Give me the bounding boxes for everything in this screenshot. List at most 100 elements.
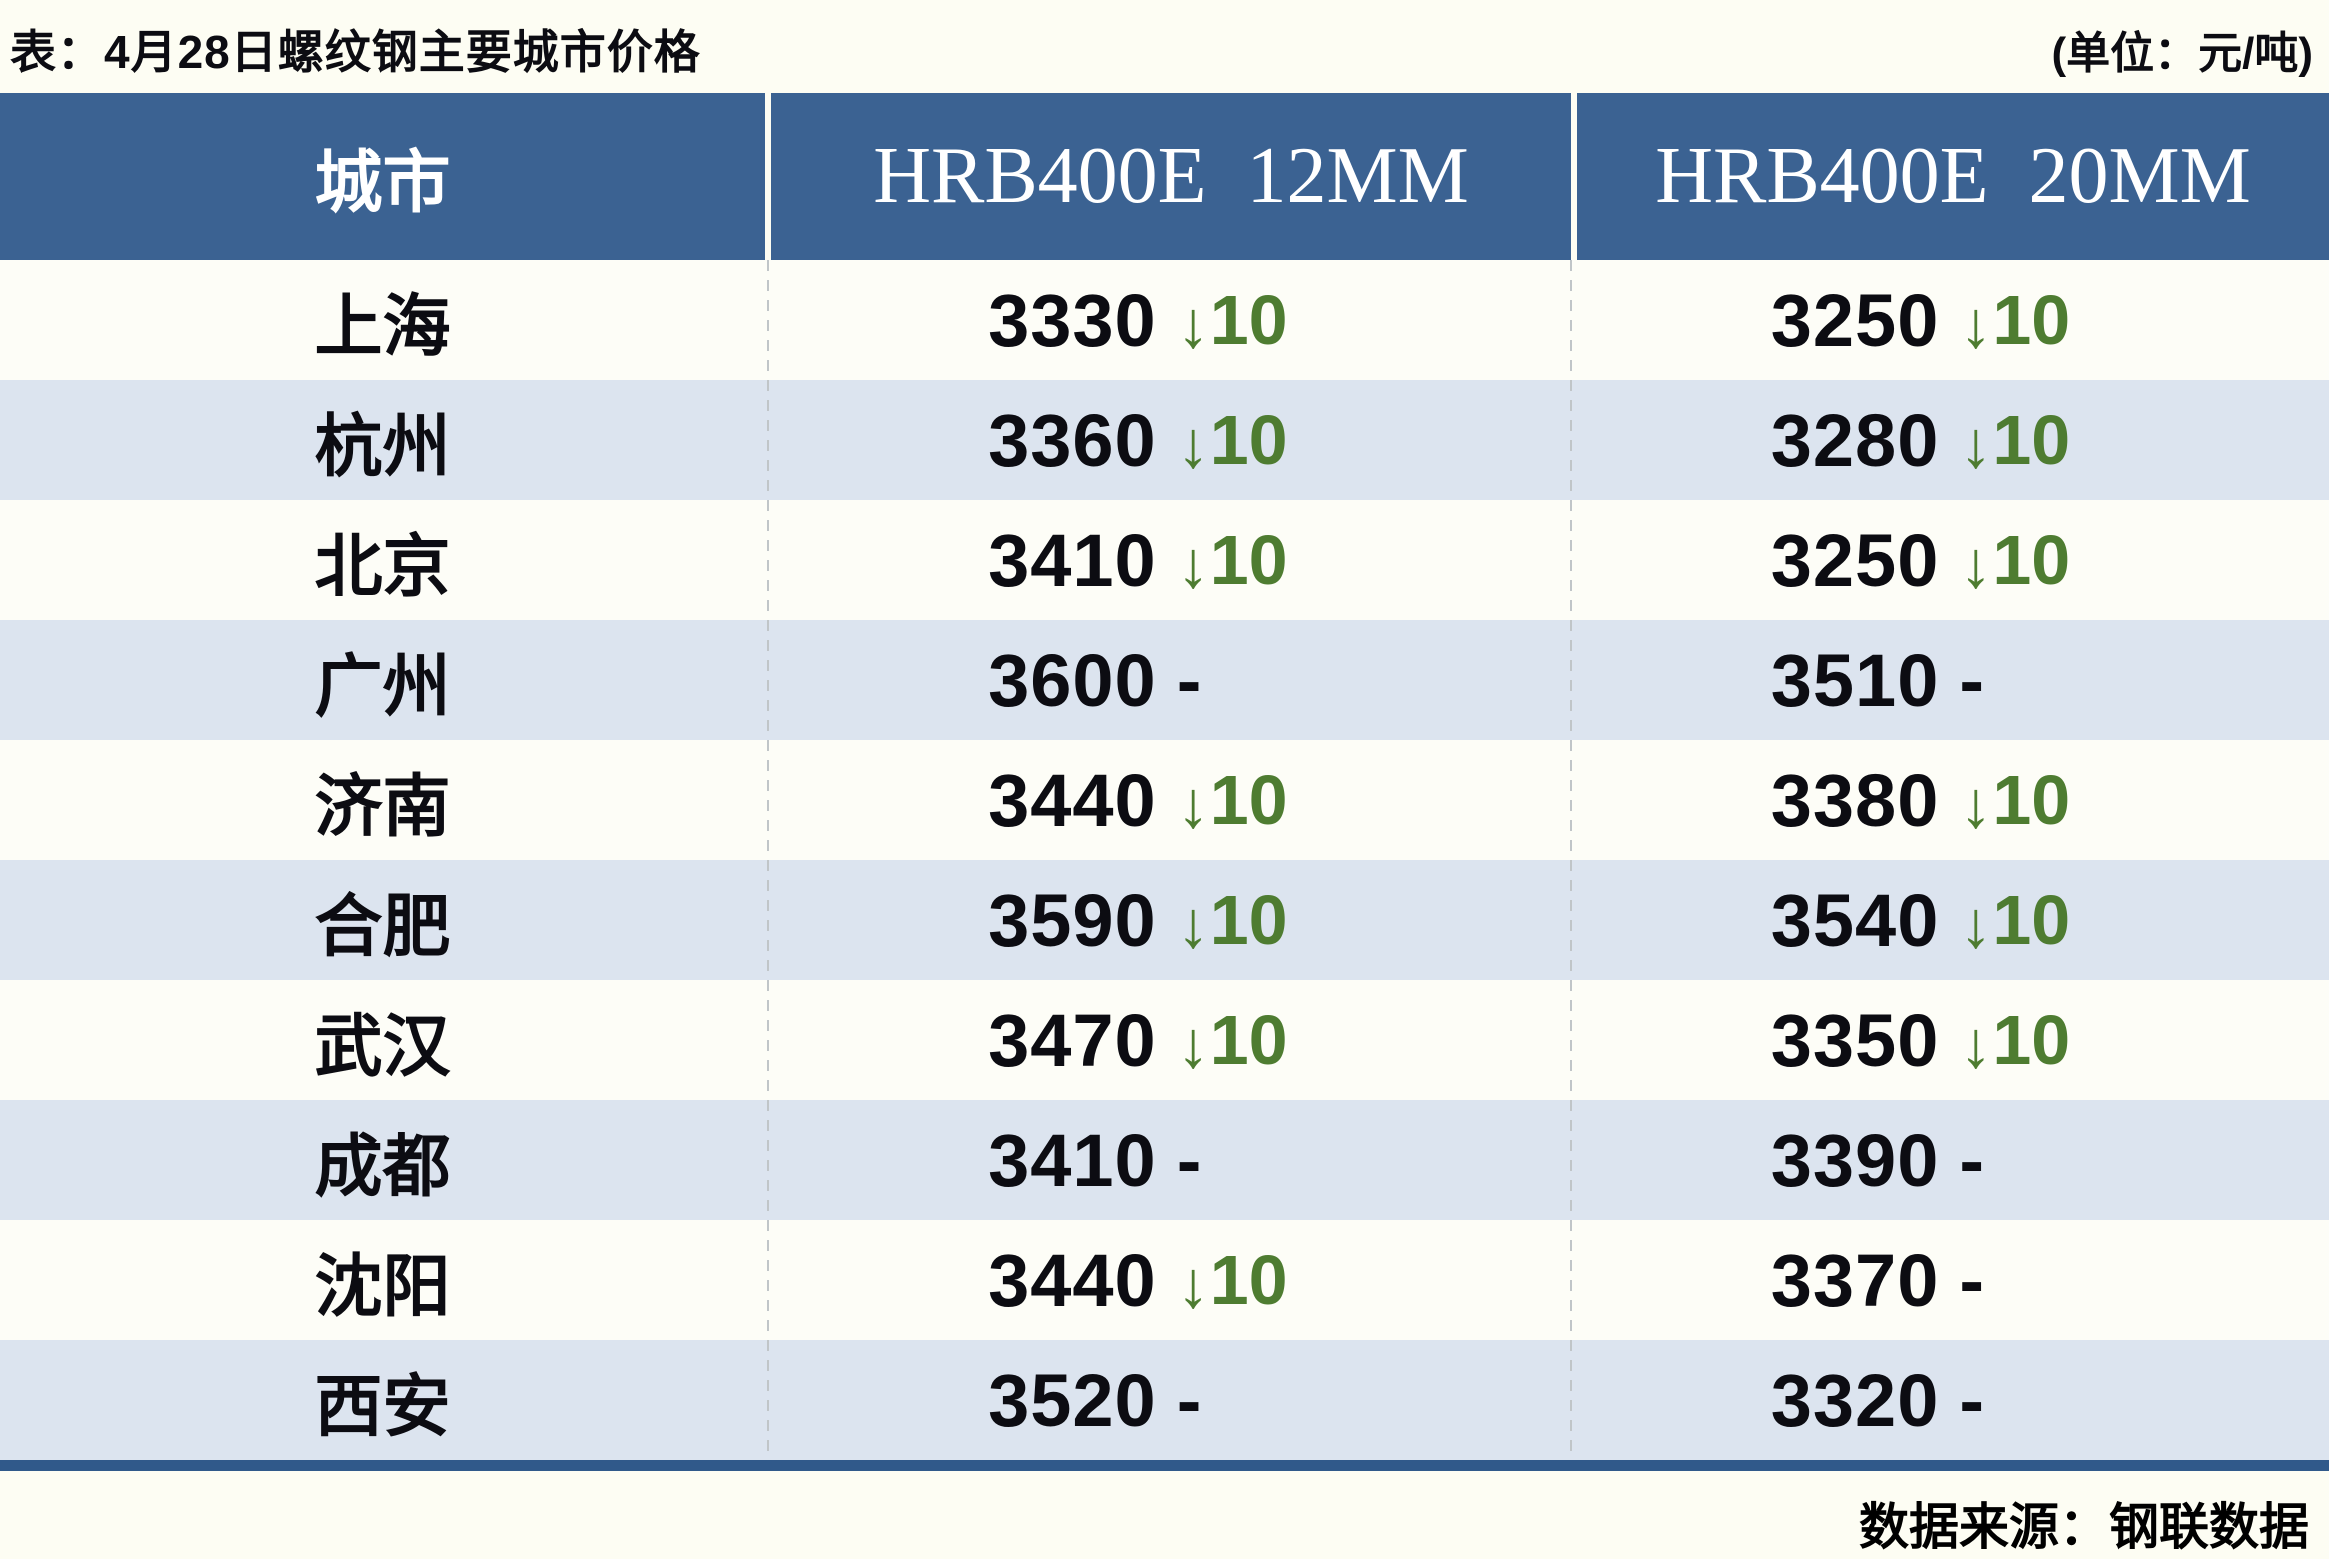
- change-amount: 10: [1992, 401, 2071, 479]
- no-change-dash: -: [1959, 638, 1985, 722]
- no-change-dash: -: [1959, 1238, 1985, 1322]
- price-change: -: [1157, 638, 1571, 723]
- down-arrow-icon: ↓: [1176, 407, 1210, 481]
- no-change-dash: -: [1176, 1358, 1202, 1442]
- city-cell: 武汉: [314, 1008, 451, 1085]
- price-change: ↓10: [1939, 1000, 2329, 1081]
- change-amount: 10: [1209, 401, 1288, 479]
- price-value: 3470: [988, 998, 1157, 1082]
- price-value: 3380: [1770, 758, 1940, 842]
- price-change: -: [1939, 1238, 2329, 1323]
- table-row: 西安 3520 - 3320 -: [0, 1340, 2329, 1460]
- no-change-dash: -: [1176, 1118, 1202, 1202]
- cell-20mm: 3390 -: [1571, 1118, 2329, 1203]
- price-value: 3320: [1770, 1358, 1940, 1442]
- cell-20mm: 3250 ↓10: [1571, 278, 2329, 363]
- column-header-city: 城市: [0, 93, 765, 260]
- table-body: 上海 3330 ↓10 3250 ↓10 杭州 3360 ↓10 3280 ↓1…: [0, 260, 2329, 1460]
- title-bar: 表：4月28日螺纹钢主要城市价格 (单位：元/吨): [0, 0, 2329, 93]
- change-amount: 10: [1209, 521, 1288, 599]
- price-value: 3440: [988, 758, 1157, 842]
- city-cell: 济南: [314, 768, 451, 845]
- cell-20mm: 3280 ↓10: [1571, 398, 2329, 483]
- price-change: ↓10: [1939, 880, 2329, 961]
- city-cell: 成都: [314, 1128, 451, 1205]
- price-value: 3590: [988, 878, 1157, 962]
- table-row: 成都 3410 - 3390 -: [0, 1100, 2329, 1220]
- down-arrow-icon: ↓: [1176, 1007, 1210, 1081]
- table-header-row: 城市 HRB400E 12MM HRB400E 20MM: [0, 93, 2329, 260]
- no-change-dash: -: [1959, 1118, 1985, 1202]
- price-change: ↓10: [1157, 400, 1571, 481]
- cell-20mm: 3370 -: [1571, 1238, 2329, 1323]
- cell-12mm: 3440 ↓10: [765, 758, 1571, 843]
- cell-20mm: 3540 ↓10: [1571, 878, 2329, 963]
- table-bottom-bar: [0, 1460, 2329, 1471]
- city-cell: 北京: [314, 528, 451, 605]
- price-change: -: [1939, 638, 2329, 723]
- table-row: 武汉 3470 ↓10 3350 ↓10: [0, 980, 2329, 1100]
- cell-12mm: 3410 ↓10: [765, 518, 1571, 603]
- down-arrow-icon: ↓: [1959, 767, 1993, 841]
- city-cell: 沈阳: [314, 1248, 451, 1325]
- price-change: -: [1939, 1358, 2329, 1443]
- cell-12mm: 3590 ↓10: [765, 878, 1571, 963]
- table-row: 杭州 3360 ↓10 3280 ↓10: [0, 380, 2329, 500]
- down-arrow-icon: ↓: [1959, 527, 1993, 601]
- table-row: 济南 3440 ↓10 3380 ↓10: [0, 740, 2329, 860]
- unit-note: (单位：元/吨): [2051, 28, 2313, 78]
- city-cell: 广州: [314, 648, 451, 725]
- cell-20mm: 3350 ↓10: [1571, 998, 2329, 1083]
- table-row: 北京 3410 ↓10 3250 ↓10: [0, 500, 2329, 620]
- page-title: 表：4月28日螺纹钢主要城市价格: [10, 25, 701, 78]
- price-change: -: [1939, 1118, 2329, 1203]
- price-change: ↓10: [1157, 880, 1571, 961]
- price-change: ↓10: [1157, 1000, 1571, 1081]
- price-value: 3330: [988, 278, 1157, 362]
- no-change-dash: -: [1176, 638, 1202, 722]
- price-value: 3600: [988, 638, 1157, 722]
- price-value: 3520: [988, 1358, 1157, 1442]
- price-value: 3410: [988, 518, 1157, 602]
- price-value: 3360: [988, 398, 1157, 482]
- price-change: ↓10: [1939, 280, 2329, 361]
- price-value: 3280: [1770, 398, 1940, 482]
- city-cell: 杭州: [314, 408, 451, 485]
- price-value: 3510: [1770, 638, 1940, 722]
- table-row: 上海 3330 ↓10 3250 ↓10: [0, 260, 2329, 380]
- change-amount: 10: [1209, 881, 1288, 959]
- cell-20mm: 3250 ↓10: [1571, 518, 2329, 603]
- change-amount: 10: [1209, 1001, 1288, 1079]
- down-arrow-icon: ↓: [1176, 887, 1210, 961]
- table-row: 合肥 3590 ↓10 3540 ↓10: [0, 860, 2329, 980]
- change-amount: 10: [1992, 761, 2071, 839]
- price-value: 3250: [1770, 278, 1940, 362]
- price-value: 3370: [1770, 1238, 1940, 1322]
- down-arrow-icon: ↓: [1959, 887, 1993, 961]
- cell-12mm: 3330 ↓10: [765, 278, 1571, 363]
- price-change: ↓10: [1157, 520, 1571, 601]
- price-change: ↓10: [1157, 760, 1571, 841]
- price-change: -: [1157, 1358, 1571, 1443]
- down-arrow-icon: ↓: [1176, 527, 1210, 601]
- down-arrow-icon: ↓: [1959, 1007, 1993, 1081]
- data-source-note: 数据来源：钢联数据: [1859, 1499, 2309, 1555]
- cell-20mm: 3380 ↓10: [1571, 758, 2329, 843]
- price-table: 城市 HRB400E 12MM HRB400E 20MM 上海 3330 ↓10…: [0, 93, 2329, 1460]
- price-value: 3350: [1770, 998, 1940, 1082]
- price-value: 3250: [1770, 518, 1940, 602]
- no-change-dash: -: [1959, 1358, 1985, 1442]
- change-amount: 10: [1992, 881, 2071, 959]
- change-amount: 10: [1209, 281, 1288, 359]
- change-amount: 10: [1992, 1001, 2071, 1079]
- price-change: ↓10: [1939, 760, 2329, 841]
- change-amount: 10: [1992, 521, 2071, 599]
- cell-12mm: 3440 ↓10: [765, 1238, 1571, 1323]
- price-change: ↓10: [1157, 280, 1571, 361]
- price-change: -: [1157, 1118, 1571, 1203]
- change-amount: 10: [1209, 761, 1288, 839]
- price-change: ↓10: [1939, 520, 2329, 601]
- city-cell: 西安: [314, 1368, 451, 1445]
- cell-12mm: 3600 -: [765, 638, 1571, 723]
- city-cell: 上海: [314, 288, 451, 365]
